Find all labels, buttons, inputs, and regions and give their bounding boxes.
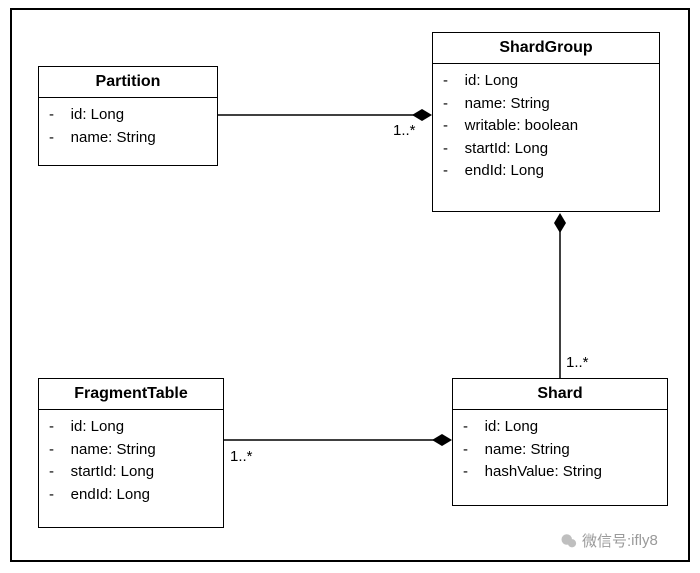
- multiplicity-label: 1..*: [566, 354, 589, 371]
- class-shard-attrs: - id: Long- name: String- hashValue: Str…: [453, 410, 667, 494]
- class-shardgroup-attrs: - id: Long- name: String- writable: bool…: [433, 64, 659, 193]
- class-fragmenttable-attrs: - id: Long- name: String- startId: Long-…: [39, 410, 223, 516]
- watermark-label: 微信号:: [582, 530, 631, 551]
- class-attribute: - id: Long: [49, 416, 213, 439]
- class-fragmenttable: FragmentTable - id: Long- name: String- …: [38, 378, 224, 528]
- class-attribute: - startId: Long: [49, 461, 213, 484]
- multiplicity-label: 1..*: [393, 122, 416, 139]
- class-attribute: - name: String: [49, 439, 213, 462]
- class-attribute: - writable: boolean: [443, 115, 649, 138]
- class-attribute: - name: String: [443, 93, 649, 116]
- wechat-icon: [560, 532, 578, 550]
- class-shard-title: Shard: [453, 379, 667, 410]
- class-attribute: - id: Long: [443, 70, 649, 93]
- class-attribute: - name: String: [463, 439, 657, 462]
- class-partition-title: Partition: [39, 67, 217, 98]
- class-shardgroup: ShardGroup - id: Long- name: String- wri…: [432, 32, 660, 212]
- class-attribute: - name: String: [49, 127, 207, 150]
- class-attribute: - hashValue: String: [463, 461, 657, 484]
- multiplicity-label: 1..*: [230, 448, 253, 465]
- class-partition: Partition - id: Long- name: String: [38, 66, 218, 166]
- watermark: 微信号: ifly8: [560, 530, 658, 551]
- class-shard: Shard - id: Long- name: String- hashValu…: [452, 378, 668, 506]
- class-shardgroup-title: ShardGroup: [433, 33, 659, 64]
- class-fragmenttable-title: FragmentTable: [39, 379, 223, 410]
- class-attribute: - endId: Long: [443, 160, 649, 183]
- class-attribute: - id: Long: [49, 104, 207, 127]
- class-attribute: - endId: Long: [49, 484, 213, 507]
- watermark-value: ifly8: [631, 532, 658, 549]
- class-attribute: - id: Long: [463, 416, 657, 439]
- class-attribute: - startId: Long: [443, 138, 649, 161]
- class-partition-attrs: - id: Long- name: String: [39, 98, 217, 159]
